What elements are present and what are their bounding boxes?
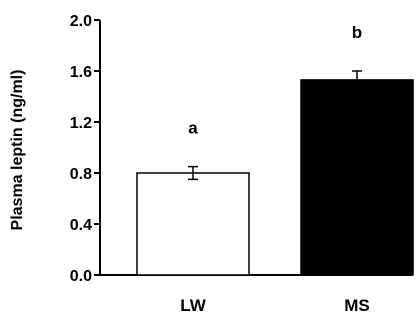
- y-tick-label: 0.8: [70, 166, 92, 183]
- x-tick-label: MS: [344, 296, 370, 315]
- bars: [136, 79, 414, 276]
- y-tick-label: 1.6: [70, 64, 92, 81]
- x-tick-label: LW: [180, 296, 206, 315]
- y-tick-label: 0.0: [70, 268, 92, 285]
- y-tick-label: 2.0: [70, 13, 92, 30]
- y-ticks: 0.0 0.4 0.8 1.2 1.6 2.0: [70, 13, 100, 285]
- bar-ms: [300, 79, 414, 276]
- y-axis-label: Plasma leptin (ng/ml): [9, 70, 26, 231]
- significance-label: a: [188, 119, 198, 138]
- y-tick-label: 0.4: [70, 217, 92, 234]
- significance-label: b: [352, 23, 362, 42]
- annotations: ab: [188, 23, 362, 138]
- y-tick-label: 1.2: [70, 115, 92, 132]
- x-tick-labels: LW MS: [180, 296, 370, 315]
- bar-lw: [136, 172, 250, 276]
- error-bars: [188, 70, 362, 181]
